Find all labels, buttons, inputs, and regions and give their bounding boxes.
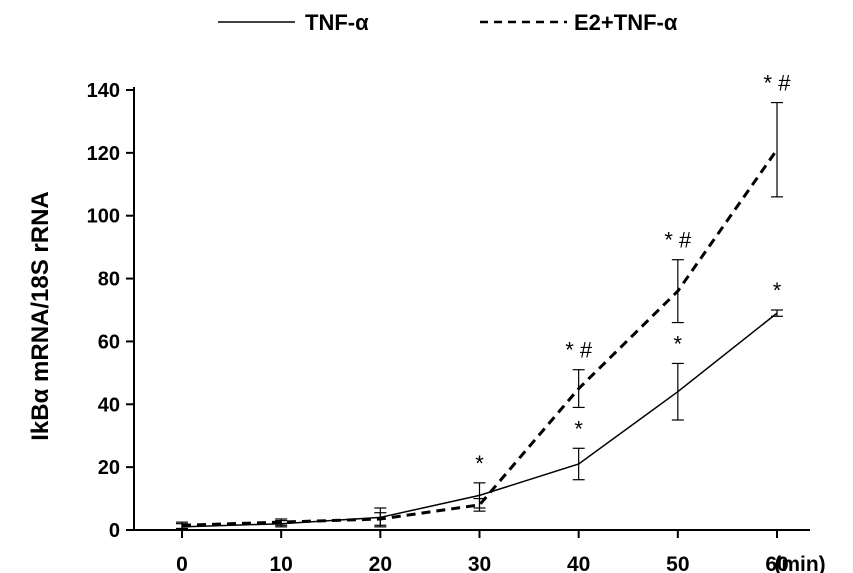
x-tick-label: 60: [765, 553, 788, 573]
significance-marker: *: [574, 416, 583, 441]
x-tick-label: 20: [369, 553, 392, 573]
legend: TNF-α E2+TNF-α: [218, 10, 678, 35]
x-axis-unit: (min): [774, 553, 825, 573]
y-axis-label: IkBα mRNA/18S rRNA: [27, 191, 54, 440]
y-tick-label: 100: [87, 206, 120, 228]
y-tick-label: 0: [109, 520, 120, 542]
significance-marker: * #: [664, 228, 692, 253]
x-tick-label: 50: [666, 553, 689, 573]
x-tick-label: 0: [176, 553, 188, 573]
x-tick-label: 30: [468, 553, 491, 573]
significance-marker: *: [475, 451, 484, 476]
y-tick-label: 20: [98, 457, 120, 479]
y-tick-label: 40: [98, 394, 120, 416]
significance-marker: * #: [565, 338, 593, 363]
x-tick-label: 10: [269, 553, 292, 573]
y-tick-label: 60: [98, 331, 120, 353]
y-tick-label: 80: [98, 269, 120, 291]
y-tick-label: 140: [87, 80, 120, 102]
x-tick-label: 40: [567, 553, 590, 573]
legend-label-tnf: TNF-α: [305, 10, 369, 35]
significance-marker: *: [674, 331, 683, 356]
y-tick-label: 120: [87, 143, 120, 165]
significance-marker: * #: [764, 71, 792, 96]
significance-marker: *: [773, 278, 782, 303]
legend-label-e2-tnf: E2+TNF-α: [574, 10, 678, 35]
